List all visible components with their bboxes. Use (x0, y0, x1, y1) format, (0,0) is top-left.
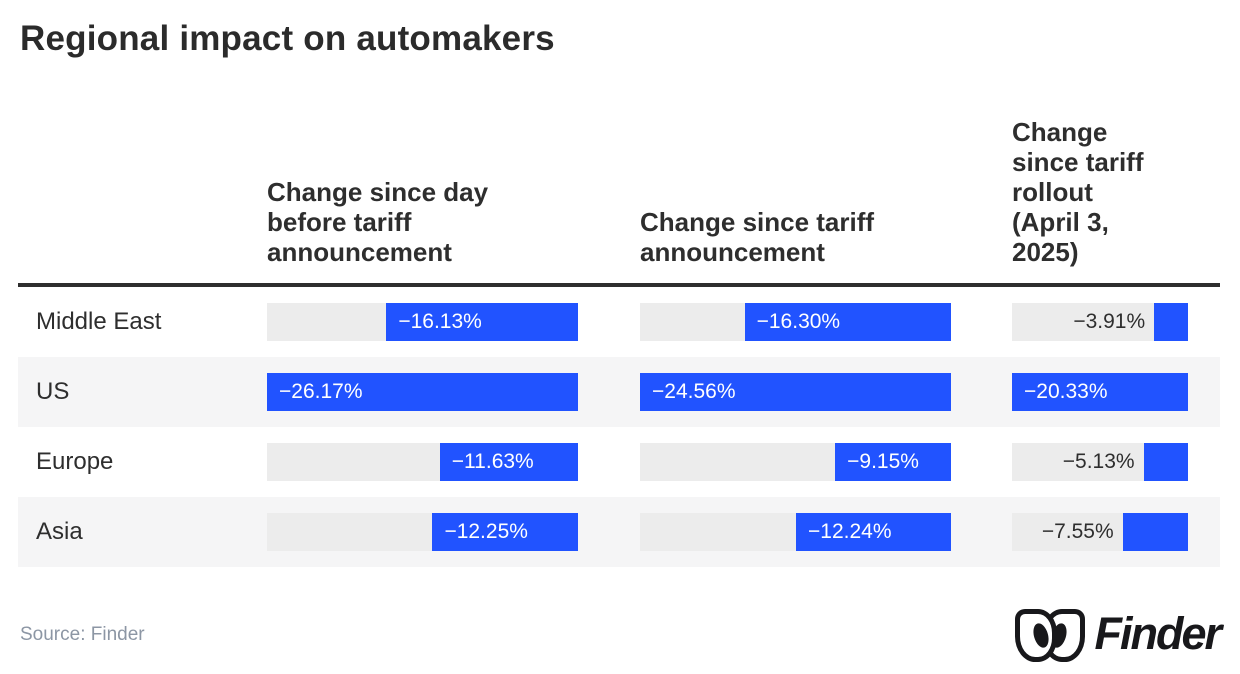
region-label: US (36, 378, 70, 405)
bar-cell: −11.63% (267, 443, 578, 481)
bar-cell: −24.56% (640, 373, 951, 411)
bar-track: −5.13% (1012, 443, 1188, 481)
bar-value-label: −16.30% (756, 310, 841, 333)
bar-value-label: −3.91% (1073, 310, 1146, 333)
finder-eyes-icon (1015, 608, 1086, 662)
bar-track: −12.24% (640, 513, 951, 551)
chart-footer: Source: Finder Finder (20, 607, 1222, 662)
bar-track: −12.25% (267, 513, 578, 551)
source-note: Source: Finder (20, 624, 145, 645)
bar-cell: −20.33% (1012, 373, 1188, 411)
bar-value-label: −9.15% (847, 450, 919, 473)
table-row: US −26.17% −24.56% −20. (18, 357, 1220, 427)
region-label: Asia (36, 518, 83, 545)
bar-value-label: −26.17% (279, 380, 363, 403)
bar-value-label: −16.13% (398, 310, 482, 333)
bar-fill: −11.63% (439, 443, 578, 481)
bar-fill (1154, 303, 1188, 341)
bar-value-label: −11.63% (451, 450, 534, 473)
region-label: Europe (36, 448, 114, 475)
bar-value-label: −12.24% (808, 520, 892, 543)
bar-track: −11.63% (267, 443, 578, 481)
region-label: Middle East (36, 308, 162, 335)
bar-fill (1143, 443, 1188, 481)
bar-fill: −12.25% (432, 513, 578, 551)
bar-value-label: −20.33% (1024, 380, 1108, 403)
column-header-3: Change since tariff rollout (April 3, 20… (1012, 117, 1144, 267)
finder-logo-text: Finder (1094, 607, 1222, 659)
bar-track: −24.56% (640, 373, 951, 411)
bar-cell: −5.13% (1012, 443, 1188, 481)
bar-cell: −12.24% (640, 513, 951, 551)
bar-fill: −9.15% (835, 443, 951, 481)
bar-value-label: −7.55% (1041, 520, 1114, 543)
bar-track: −20.33% (1012, 373, 1188, 411)
bar-fill: −12.24% (796, 513, 951, 551)
bar-cell: −16.13% (267, 303, 578, 341)
bar-track: −9.15% (640, 443, 951, 481)
column-header-1: Change since day before tariff announcem… (267, 177, 489, 267)
bar-fill: −16.13% (386, 303, 578, 341)
table-row: Europe −11.63% −9.15% −5.13% (18, 427, 1220, 497)
chart-table: Change since day before tariff announcem… (18, 62, 1220, 567)
bar-track: −16.13% (267, 303, 578, 341)
bar-fill: −20.33% (1012, 373, 1188, 411)
bar-cell: −26.17% (267, 373, 578, 411)
bar-track: −7.55% (1012, 513, 1188, 551)
bar-cell: −9.15% (640, 443, 951, 481)
bar-fill: −24.56% (640, 373, 951, 411)
table-row: Middle East −16.13% −16.30% −3.91% (18, 287, 1220, 357)
bar-track: −3.91% (1012, 303, 1188, 341)
table-body: Middle East −16.13% −16.30% −3.91% (18, 287, 1220, 567)
bar-cell: −16.30% (640, 303, 951, 341)
bar-track: −26.17% (267, 373, 578, 411)
bar-value-label: −24.56% (652, 380, 736, 403)
column-header-2: Change since tariff announcement (640, 207, 875, 267)
finder-logo: Finder (1015, 607, 1222, 662)
eye-icon (1015, 609, 1058, 662)
bar-cell: −12.25% (267, 513, 578, 551)
bar-fill: −16.30% (744, 303, 951, 341)
bar-fill: −26.17% (267, 373, 578, 411)
bar-fill (1122, 513, 1188, 551)
bar-value-label: −5.13% (1062, 450, 1135, 473)
bar-value-label: −12.25% (444, 520, 528, 543)
bar-track: −16.30% (640, 303, 951, 341)
bar-cell: −7.55% (1012, 513, 1188, 551)
table-row: Asia −12.25% −12.24% −7.55% (18, 497, 1220, 567)
table-header-row: Change since day before tariff announcem… (18, 62, 1220, 287)
chart-title: Regional impact on automakers (20, 19, 555, 58)
bar-cell: −3.91% (1012, 303, 1188, 341)
